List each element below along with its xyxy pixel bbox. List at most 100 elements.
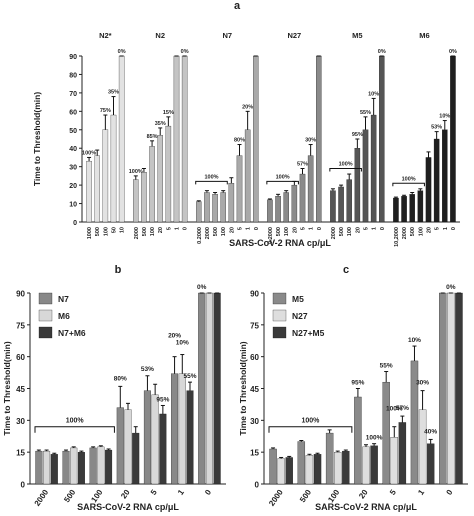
panel-a-bracket [195, 180, 228, 185]
panel-a-x-tick-label: 5 [301, 227, 307, 230]
panel-b-bar [178, 373, 186, 485]
panel-a-x-tick-label: 5 [435, 227, 441, 230]
panel-b-legend-swatch [38, 326, 53, 339]
panel-b-bar [132, 432, 140, 485]
panel-a-x-tick-label: 0 [183, 227, 189, 230]
panel-a-pct-label: 20% [242, 104, 253, 110]
panel-a-y-tick-label: 10 [69, 202, 77, 209]
panel-a-bar [165, 125, 172, 223]
panel-a-bar [291, 184, 298, 223]
panel-c-pct-label: 0% [446, 284, 456, 291]
panel-b-bar [205, 292, 213, 485]
panel-b-y-tick-label: 30 [16, 417, 25, 426]
panel-b-y-tick-label: 75 [16, 321, 25, 330]
panel-a-pct-label: 35% [108, 90, 119, 96]
panel-a-x-tick-label: 1000 [87, 227, 93, 239]
panel-c-bracket-label: 100% [301, 418, 320, 425]
panel-a-bracket-label: 100% [339, 162, 353, 168]
panel-a-x-tick-label: 500 [95, 227, 101, 236]
panel-b-pct-label: 0% [197, 284, 207, 291]
panel-a-y-tick-label: 50 [69, 128, 77, 135]
panel-a-pct-label: 0% [378, 49, 386, 55]
panel-c-x-tick-label: 20 [357, 488, 370, 501]
panel-b-x-tick-label: 0 [203, 488, 213, 497]
panel-c-bar [362, 446, 370, 485]
panel-a-x-tick-label: 100 [347, 227, 353, 236]
panel-a-x-tick-label: 10,2000 [394, 227, 400, 247]
panel-a-x-tick-label: 5 [166, 227, 172, 230]
panel-b-bar [89, 447, 97, 485]
panel-c-y-tick-label: 60 [250, 353, 259, 362]
panel-a-bar [425, 157, 432, 223]
panel-a-y-tick-label: 40 [69, 146, 77, 153]
panel-a-bar [212, 194, 218, 223]
panel-a-y-label: Time to Threshold(min) [32, 92, 42, 186]
panel-a-pct-label: 57% [297, 162, 308, 168]
panel-a-bar [267, 199, 273, 223]
panel-a-bar [450, 55, 456, 223]
panel-a-pct-label: 53% [431, 125, 442, 131]
panel-b-x-label: SARS-CoV-2 RNA cp/μL [77, 502, 179, 512]
panel-c-bracket [268, 426, 353, 433]
panel-c-legend-swatch [272, 326, 287, 339]
panel-b-legend-swatch [38, 292, 53, 305]
panel-b-y-tick-label: 45 [16, 385, 25, 394]
panel-a-bar [283, 192, 289, 223]
panel-a-y-tick-label: 90 [69, 54, 77, 61]
panel-c-y-tick-label: 15 [250, 449, 259, 458]
panel-a-x-tick-label: 500 [276, 227, 282, 236]
panel-a-x-tick-label: 2000 [205, 227, 211, 239]
panel-a-pct-label: 10% [439, 114, 450, 120]
panel-a-x-tick-label: 0 [380, 227, 386, 230]
panel-a-bar [196, 201, 202, 223]
panel-b-letter: b [115, 264, 122, 276]
panel-c-pct-label: 57% [396, 405, 409, 412]
panel-a-group-label: N2* [99, 31, 112, 40]
panel-b-bracket-label: 100% [66, 418, 85, 425]
panel-b-bar [171, 373, 179, 485]
panel-a-group-label: N2 [155, 31, 165, 40]
panel-b-y-tick-label: 0 [21, 481, 26, 490]
panel-b-bracket [34, 426, 115, 433]
panel-b-pct-label: 55% [183, 373, 196, 380]
panel-a-bar [275, 196, 281, 223]
panel-a-bar [253, 55, 259, 223]
panel-a-bar [173, 55, 180, 223]
panel-c-bar [325, 432, 334, 485]
panel-a-pct-label: 35% [155, 121, 166, 127]
panel-c-pct-label: 100% [366, 435, 383, 442]
panel-b-pct-label: 20% [168, 333, 181, 340]
panel-a-y-tick-label: 30 [69, 165, 77, 172]
panel-a-bracket-label: 100% [402, 176, 416, 182]
panel-c-y-tick-label: 90 [250, 290, 259, 299]
panel-c-bar [342, 450, 350, 485]
panel-c-bar [382, 381, 390, 485]
panel-a-bar [362, 129, 369, 223]
panel-a-pct-label: 85% [147, 134, 158, 140]
panel-a-x-tick-label: 500 [410, 227, 416, 236]
panel-c-x-tick-label: 0 [445, 488, 455, 497]
panel-a-bar [94, 155, 100, 223]
panel-a-x-tick-label: 20 [292, 227, 298, 233]
panel-c-pct-label: 95% [351, 380, 364, 387]
panel-a-pct-label: 0% [449, 49, 457, 55]
panel-b-bar [35, 450, 43, 485]
panel-b-y-tick-label: 60 [16, 353, 25, 362]
panel-c-legend-label: M5 [292, 294, 304, 304]
panel-b-bar [62, 450, 70, 485]
panel-c-bar [334, 452, 342, 485]
panel-b-pct-label: 80% [114, 375, 127, 382]
panel-c-bar [354, 396, 362, 485]
panel-a-x-tick-label: 50 [112, 227, 118, 233]
panel-c-bar [418, 409, 427, 485]
panel-a-x-tick-label: 2000 [402, 227, 408, 239]
panel-b-bar [77, 452, 85, 485]
panel-a-bar [141, 172, 147, 223]
panel-b-bar [116, 407, 124, 485]
panel-a-x-tick-label: 0.2000 [268, 227, 274, 244]
panel-b-pct-label: 95% [156, 396, 169, 403]
panel-a-bar [346, 179, 352, 223]
panel-c-bar [269, 448, 277, 485]
panel-a-x-tick-label: 500 [339, 227, 345, 236]
panel-b-legend-label: M6 [58, 311, 70, 321]
